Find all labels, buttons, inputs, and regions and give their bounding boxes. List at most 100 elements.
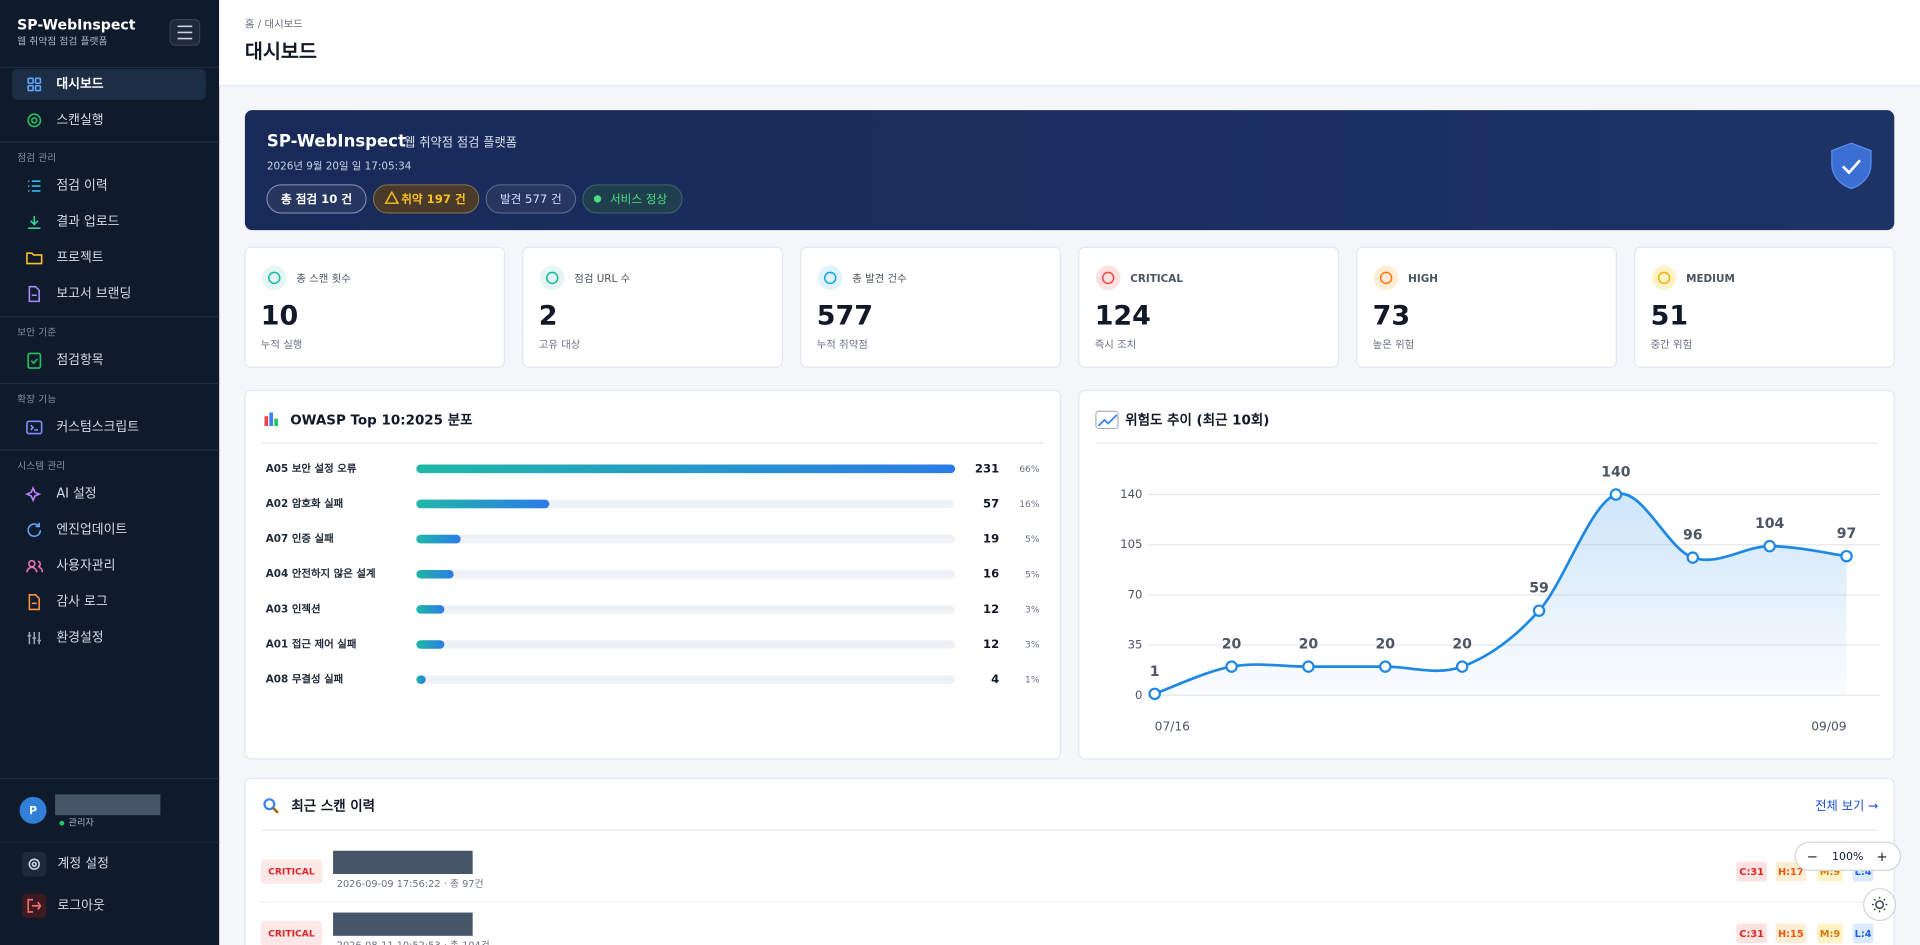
banner-title: SP-WebInspect [267,131,406,150]
stat-icon [1651,265,1677,291]
icon [34,84,42,92]
bar-track [416,569,956,579]
stat-icon [1095,265,1121,291]
status-dot [59,820,65,826]
data-label: 20 [1222,637,1242,653]
chart-icon [269,412,274,426]
theme-icon [1873,898,1876,901]
nav-item[interactable]: 대시보드 [56,77,103,92]
count-badge [1775,923,1807,944]
account-action[interactable]: 로그아웃 [58,898,105,913]
line-point [1455,660,1469,673]
icon [27,113,42,128]
chart-title: 위험도 추이 (최근 10회) [1125,411,1269,428]
stat-icon-glyph [1101,271,1115,285]
count-text: L:4 [1855,929,1872,940]
nav-item[interactable]: 환경설정 [56,631,103,646]
nav-item[interactable]: 커스텀스크립트 [56,420,139,435]
bar-label: A01 접근 제어 실패 [266,637,357,650]
nav-section-title: 보안 기준 [17,327,56,339]
sidebar [0,0,220,945]
stat-card [1356,246,1617,368]
stat-icon-glyph [268,271,281,285]
icon [28,285,40,303]
line-point [1609,488,1623,501]
nav-item[interactable]: 보고서 브랜딩 [56,287,131,302]
count-badge [1736,861,1767,882]
y-tick-label: 35 [1128,638,1143,652]
nav-item[interactable]: 스캔실행 [56,112,103,128]
stat-value: 73 [1373,301,1410,332]
stat-label: 총 발견 건수 [852,273,906,285]
bar-label: A04 안전하지 않은 설계 [266,567,376,580]
scan-name-redacted[interactable] [333,912,473,936]
stat-icon-glyph [1379,271,1393,285]
banner-badge [266,184,367,214]
severity-badge [260,921,323,945]
stat-card [1078,246,1339,368]
nav-item[interactable]: AI 설정 [56,487,96,502]
icon [28,215,41,229]
data-label: 1 [1150,664,1160,680]
theme-toggle[interactable] [1863,888,1897,922]
bar-share: 1% [1025,675,1040,686]
bar [416,499,550,509]
stat-card [800,246,1062,368]
stat-value: 51 [1651,301,1688,332]
bar-value: 231 [975,461,999,475]
nav-item[interactable]: 프로젝트 [56,251,103,266]
severity-text: CRITICAL [268,867,315,878]
nav-item[interactable]: 감사 로그 [56,595,108,610]
icon [27,352,42,369]
nav-section-title: 시스템 관리 [17,460,65,472]
status-dot [593,195,602,203]
theme-icon [1875,900,1884,910]
stat-value: 10 [261,301,298,332]
count-text: H:15 [1778,929,1804,940]
count-badge [1852,923,1874,944]
zoom-out[interactable]: − [1807,850,1818,865]
data-label: 20 [1452,637,1472,653]
icon [34,77,42,85]
search-icon [272,807,279,814]
banner-badge [582,184,683,214]
severity-text: CRITICAL [268,928,315,939]
stat-label: CRITICAL [1130,273,1183,285]
nav-item[interactable]: 사용자관리 [56,559,115,574]
recent-title: 최근 스캔 이력 [291,798,375,815]
page-title: 대시보드 [245,40,317,63]
icon [26,420,43,435]
shield-check [1841,159,1862,175]
line-point [1686,551,1700,564]
line-point [1148,687,1161,701]
theme-icon [1883,898,1886,901]
stat-label: 점검 URL 수 [574,273,630,285]
data-label: 104 [1755,516,1785,532]
view-all-link[interactable]: 전체 보기 → [1815,799,1878,813]
nav-item[interactable]: 점검 이력 [56,179,107,194]
bar-track [416,499,956,509]
bar-value: 12 [983,602,999,616]
banner-datetime: 2026년 9월 20일 일 17:05:34 [267,159,412,172]
bar [416,534,461,544]
bar-share: 16% [1019,499,1040,510]
scan-meta: 2026-08-11 10:52:53 · 총 104건 [337,940,490,945]
data-label: 59 [1529,581,1549,597]
chart-icon [264,416,269,426]
line-point [1763,539,1776,553]
icon [27,77,34,85]
scan-name-redacted[interactable] [333,850,473,875]
bar-label: A05 보안 설정 오류 [266,462,357,475]
zoom-in[interactable]: + [1876,850,1887,865]
nav-item-active[interactable] [12,69,206,100]
account-action[interactable]: 계정 설정 [58,857,109,872]
header [219,0,1920,86]
count-text: C:31 [1739,867,1764,878]
nav-item[interactable]: 결과 업로드 [56,215,119,230]
bar-value: 4 [991,672,999,686]
nav-section-title: 확장 기능 [17,393,56,405]
line-point [1225,660,1238,673]
nav-item[interactable]: 엔진업데이트 [56,523,127,538]
nav-item[interactable]: 점검항목 [56,353,103,368]
